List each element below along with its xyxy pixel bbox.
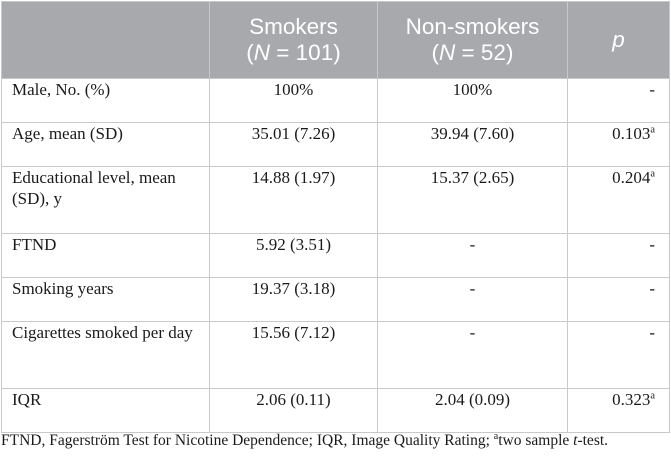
row-label: Cigarettes smoked per day xyxy=(1,321,210,389)
table-row: Cigarettes smoked per day 15.56 (7.12) -… xyxy=(1,321,670,389)
header-blank-cell xyxy=(1,1,210,79)
smokers-value: 5.92 (3.51) xyxy=(209,233,378,278)
header-nonsmokers-title: Non-smokers xyxy=(405,14,540,39)
row-label: Educational level, mean (SD), y xyxy=(1,166,210,234)
nonsmokers-value: - xyxy=(377,321,568,389)
row-label: Male, No. (%) xyxy=(1,78,210,123)
p-value-text: - xyxy=(649,235,655,254)
smokers-value: 15.56 (7.12) xyxy=(209,321,378,389)
table-header: Smokers (N = 101) Non-smokers (N = 52) p xyxy=(1,1,670,79)
nonsmokers-value: - xyxy=(377,277,568,322)
p-value: - xyxy=(567,233,670,278)
nonsmokers-value: 2.04 (0.09) xyxy=(377,388,568,433)
nonsmokers-value: 15.37 (2.65) xyxy=(377,166,568,234)
table-row: Educational level, mean (SD), y 14.88 (1… xyxy=(1,166,670,234)
p-value-text: - xyxy=(649,323,655,342)
p-value-text: 0.103 xyxy=(612,124,651,143)
header-smokers-n-open: ( xyxy=(246,40,254,65)
header-p-label: p xyxy=(612,27,625,52)
p-value: 0.103a xyxy=(567,122,670,167)
row-label: IQR xyxy=(1,388,210,433)
p-value-note: a xyxy=(650,168,655,180)
footnote-test-text: two sample xyxy=(498,432,574,449)
footnote-marker: a xyxy=(493,430,499,442)
p-value-note: a xyxy=(650,390,655,402)
table-body: Male, No. (%) 100% 100% - Age, mean (SD)… xyxy=(1,78,670,433)
smokers-value: 14.88 (1.97) xyxy=(209,166,378,234)
header-row: Smokers (N = 101) Non-smokers (N = 52) p xyxy=(1,1,670,79)
header-smokers: Smokers (N = 101) xyxy=(209,1,378,79)
footnote-text: FTND, Fagerström Test for Nicotine Depen… xyxy=(1,432,494,449)
header-smokers-n-count: = 101) xyxy=(270,40,341,65)
p-value: - xyxy=(567,321,670,389)
p-value-text: 0.323 xyxy=(612,390,651,409)
smokers-value: 19.37 (3.18) xyxy=(209,277,378,322)
p-value-text: - xyxy=(649,279,655,298)
table-row: IQR 2.06 (0.11) 2.04 (0.09) 0.323a xyxy=(1,388,670,433)
header-smokers-n-var: N xyxy=(253,40,271,65)
table-row: Age, mean (SD) 35.01 (7.26) 39.94 (7.60)… xyxy=(1,122,670,167)
p-value: 0.323a xyxy=(567,388,670,433)
nonsmokers-value: 100% xyxy=(377,78,568,123)
header-nonsmokers-n-open: ( xyxy=(431,40,440,65)
header-nonsmokers-n-count: = 52) xyxy=(455,40,514,65)
nonsmokers-value: - xyxy=(377,233,568,278)
footnote-test-suffix: -test. xyxy=(577,432,609,449)
table-footnote: FTND, Fagerström Test for Nicotine Depen… xyxy=(1,430,669,451)
smokers-value: 100% xyxy=(209,78,378,123)
p-value-text: - xyxy=(649,80,655,99)
footnote-t: t xyxy=(573,432,578,449)
smokers-value: 35.01 (7.26) xyxy=(209,122,378,167)
p-value-text: 0.204 xyxy=(612,168,651,187)
demographics-table: Smokers (N = 101) Non-smokers (N = 52) p… xyxy=(1,1,670,433)
table-row: FTND 5.92 (3.51) - - xyxy=(1,233,670,278)
p-value: - xyxy=(567,277,670,322)
row-label: Smoking years xyxy=(1,277,210,322)
header-smokers-title: Smokers xyxy=(249,14,338,39)
table-row: Male, No. (%) 100% 100% - xyxy=(1,78,670,123)
header-nonsmokers-n-var: N xyxy=(439,40,456,65)
p-value: - xyxy=(567,78,670,123)
header-p-value: p xyxy=(567,1,670,79)
smokers-value: 2.06 (0.11) xyxy=(209,388,378,433)
nonsmokers-value: 39.94 (7.60) xyxy=(377,122,568,167)
table-row: Smoking years 19.37 (3.18) - - xyxy=(1,277,670,322)
p-value-note: a xyxy=(650,124,655,136)
row-label: Age, mean (SD) xyxy=(1,122,210,167)
row-label: FTND xyxy=(1,233,210,278)
header-nonsmokers: Non-smokers (N = 52) xyxy=(377,1,568,79)
p-value: 0.204a xyxy=(567,166,670,234)
